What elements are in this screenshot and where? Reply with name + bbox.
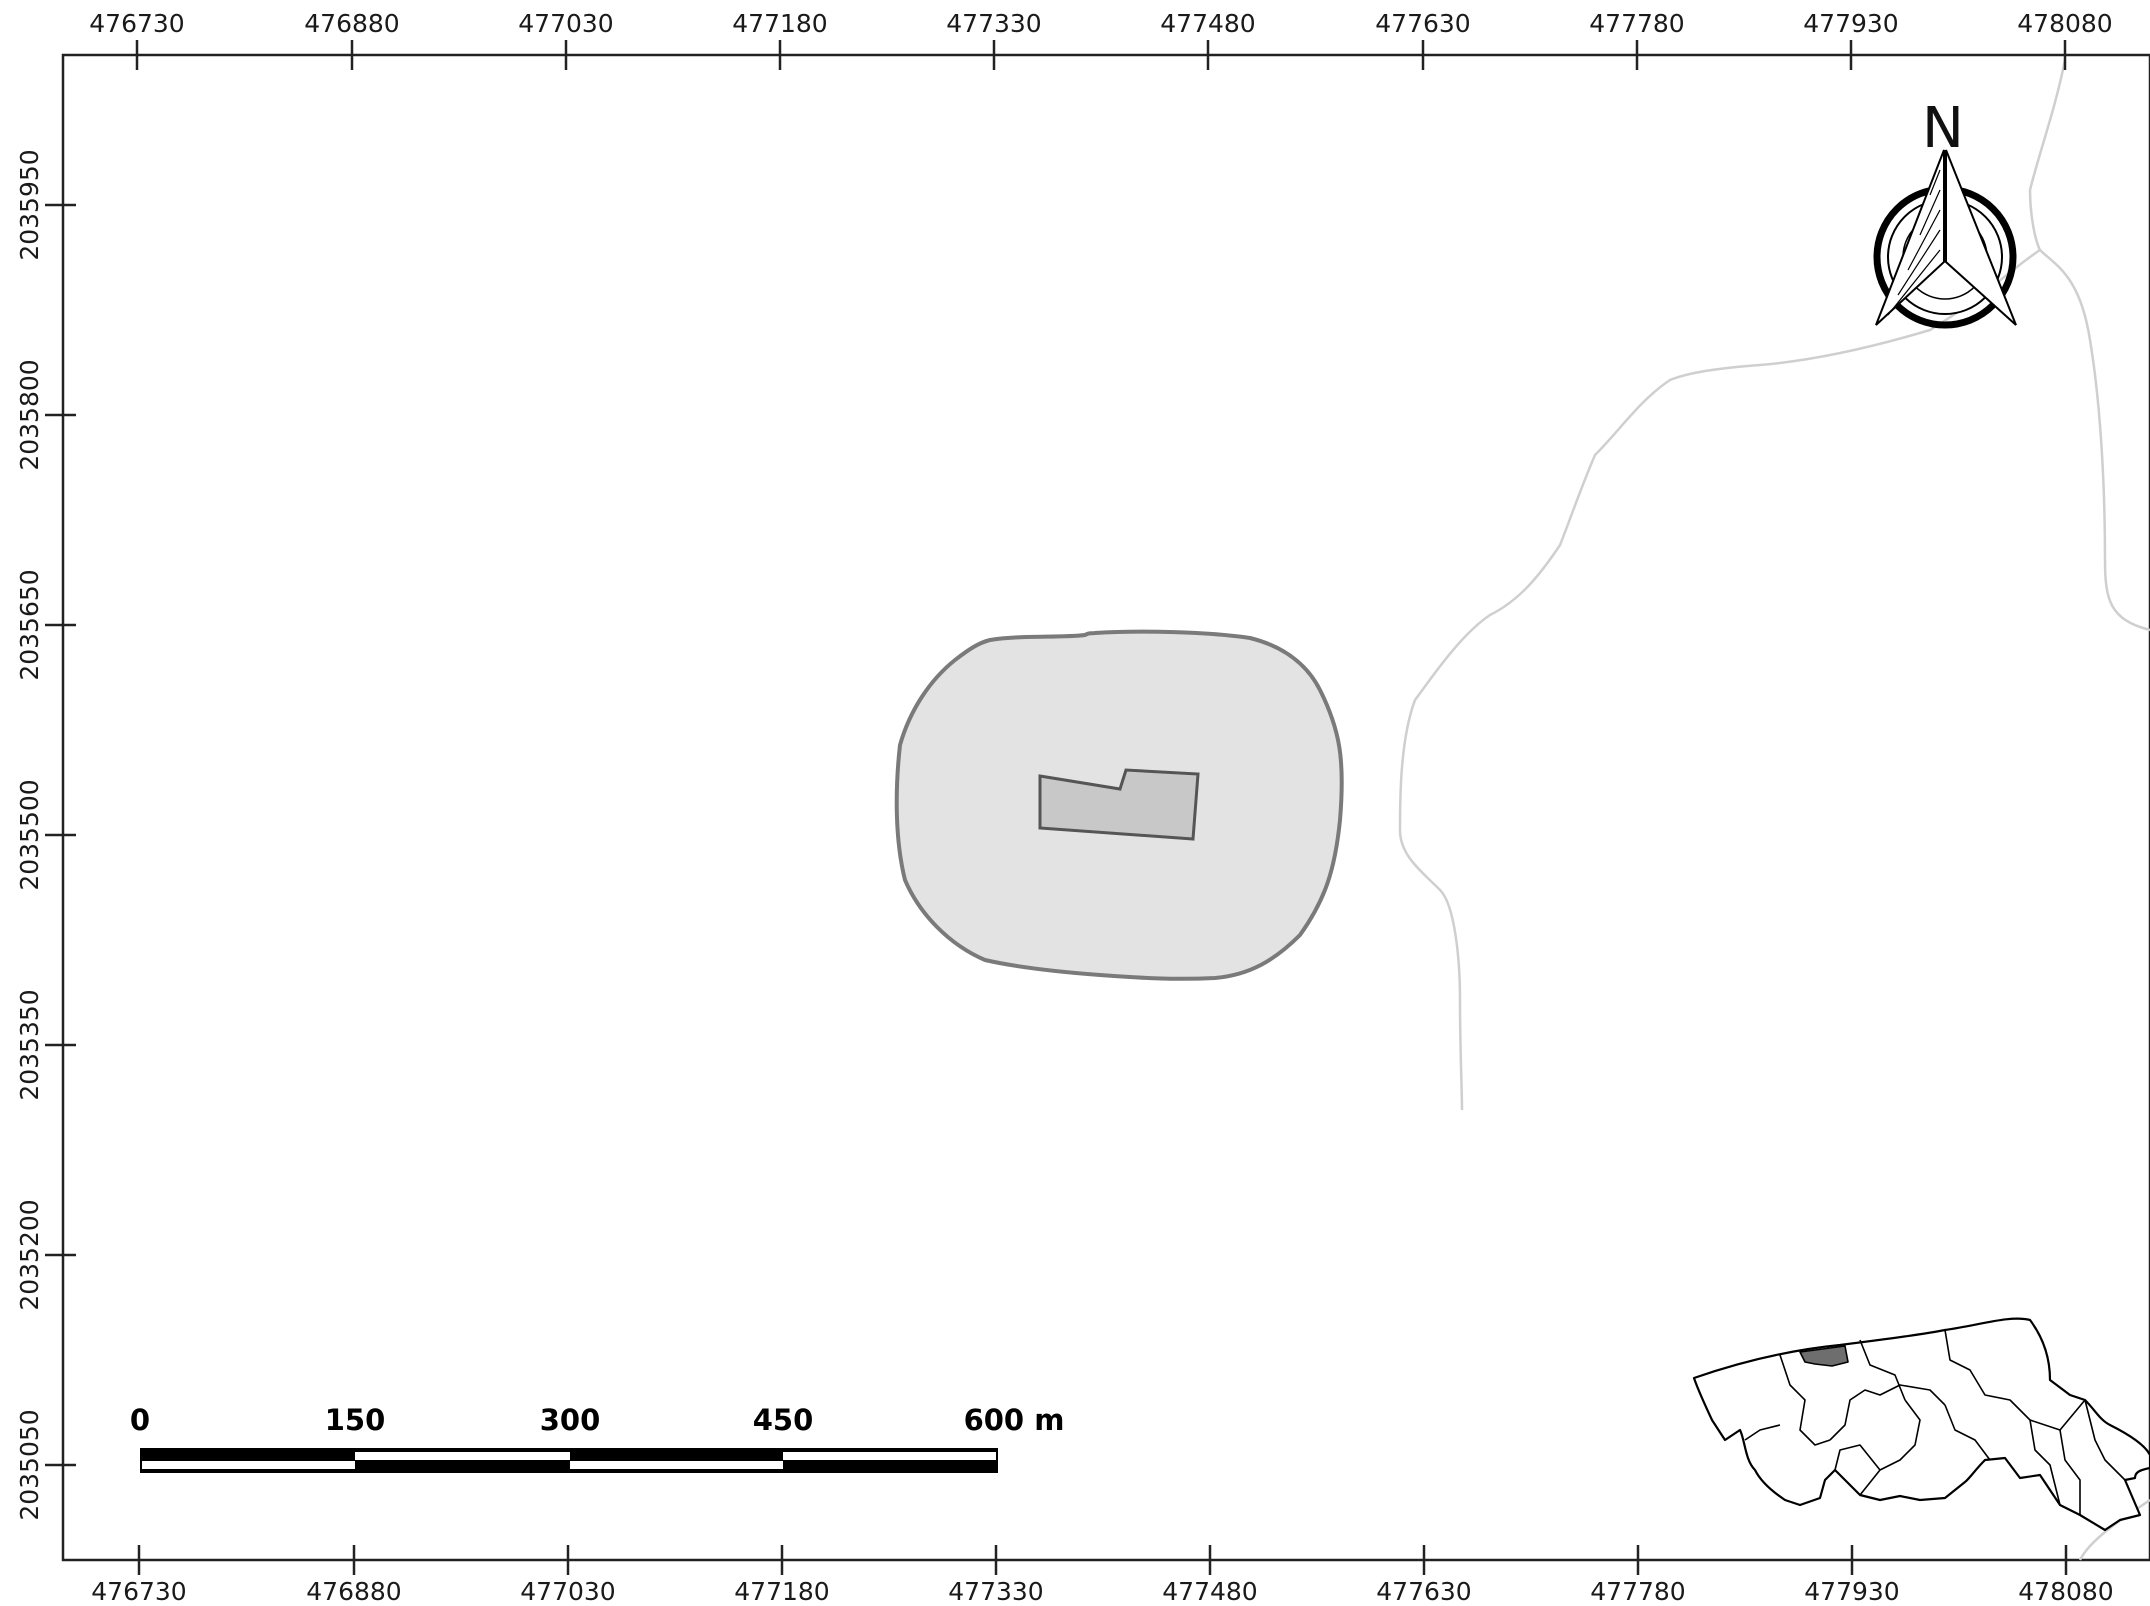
scale-bar: 0 150 300 450 600 m	[130, 1403, 1065, 1473]
scale-label: 450	[753, 1403, 814, 1437]
locator-map-icon	[1692, 1317, 2150, 1532]
y-label: 2035500	[15, 779, 44, 890]
bottom-x-label: 478080	[2018, 1577, 2113, 1606]
stream-lines	[1398, 59, 2150, 1561]
locator-highlight	[1799, 1345, 1849, 1367]
bottom-x-label: 477930	[1804, 1577, 1899, 1606]
top-x-label: 477480	[1160, 9, 1255, 38]
scale-label: 600 m	[964, 1403, 1065, 1437]
top-x-labels: 476730 476880 477030 477180 477330 47748…	[89, 9, 2112, 38]
stream-3	[2078, 1498, 2150, 1561]
site-parcel	[1038, 768, 1200, 841]
bottom-x-label: 476730	[91, 1577, 186, 1606]
top-x-label: 477030	[518, 9, 613, 38]
top-x-label: 477180	[732, 9, 827, 38]
top-x-label: 477630	[1375, 9, 1470, 38]
bottom-x-label: 477630	[1376, 1577, 1471, 1606]
top-x-label: 478080	[2017, 9, 2112, 38]
bottom-x-label: 477330	[948, 1577, 1043, 1606]
y-label: 2035650	[15, 569, 44, 680]
top-x-label: 477330	[946, 9, 1041, 38]
bottom-x-label: 477030	[520, 1577, 615, 1606]
scale-label: 300	[540, 1403, 601, 1437]
north-arrow-icon: N	[1873, 96, 2017, 329]
bottom-x-label: 477180	[734, 1577, 829, 1606]
bottom-x-label: 476880	[306, 1577, 401, 1606]
grid-ticks	[45, 40, 2068, 1575]
bottom-x-label: 477780	[1590, 1577, 1685, 1606]
scale-label: 150	[325, 1403, 386, 1437]
stream-2	[1398, 248, 2041, 1111]
y-label: 2035050	[15, 1409, 44, 1520]
top-x-label: 476880	[304, 9, 399, 38]
y-label: 2035200	[15, 1199, 44, 1310]
north-letter: N	[1922, 96, 1964, 161]
stream-1	[2028, 59, 2150, 632]
bottom-x-label: 477480	[1162, 1577, 1257, 1606]
locator-outline	[1692, 1317, 2150, 1532]
scale-label: 0	[130, 1403, 150, 1437]
top-x-label: 477930	[1803, 9, 1898, 38]
left-y-labels: 2035950 2035800 2035650 2035500 2035350 …	[15, 149, 44, 1520]
y-label: 2035950	[15, 149, 44, 260]
top-x-label: 476730	[89, 9, 184, 38]
bottom-x-labels: 476730 476880 477030 477180 477330 47748…	[91, 1577, 2113, 1606]
y-label: 2035800	[15, 359, 44, 470]
y-label: 2035350	[15, 989, 44, 1100]
top-x-label: 477780	[1589, 9, 1684, 38]
